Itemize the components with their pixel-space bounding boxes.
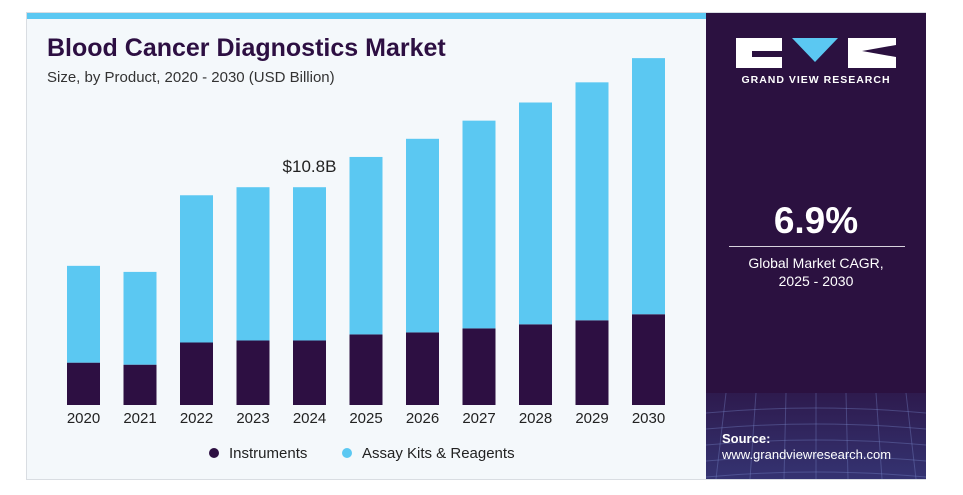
x-tick-label: 2025	[349, 410, 382, 427]
source-url[interactable]: www.grandviewresearch.com	[722, 447, 892, 462]
bar-chart: 2020 2021 2022 2023 2024 2025 2026 2027 2028 2029…	[67, 58, 665, 462]
bar-instruments-2025	[349, 334, 383, 405]
bar-instruments-2024	[293, 340, 326, 405]
cagr-period: 2025 - 2030	[778, 273, 854, 289]
bar-assay-kits-2029	[575, 82, 609, 321]
bar-assay-kits-2025	[349, 156, 383, 335]
grand-view-research-logo	[736, 38, 896, 68]
legend-swatch-assay-kits	[342, 448, 352, 458]
accent-stripe	[27, 13, 706, 19]
bar-assay-kits-2030	[632, 58, 665, 315]
bar-instruments-2021	[123, 364, 157, 405]
bar-instruments-2030	[632, 314, 665, 405]
x-tick-label: 2026	[406, 410, 439, 427]
x-tick-label: 2023	[236, 410, 269, 427]
cagr-value: 6.9%	[773, 200, 859, 241]
bar-instruments-2026	[406, 332, 439, 405]
bar-instruments-2029	[575, 320, 609, 405]
bar-assay-kits-2022	[180, 195, 213, 343]
bar-instruments-2023	[236, 340, 270, 405]
bar-instruments-2020	[67, 362, 100, 405]
bar-instruments-2028	[519, 324, 552, 405]
chart-subtitle: Size, by Product, 2020 - 2030 (USD Billi…	[47, 69, 335, 86]
bar-assay-kits-2027	[462, 120, 496, 329]
bar-assay-kits-2026	[406, 138, 439, 333]
x-tick-label: 2027	[462, 410, 495, 427]
data-label-2024: $10.8B	[283, 157, 337, 176]
bar-assay-kits-2024	[293, 187, 326, 341]
bar-assay-kits-2021	[123, 271, 157, 365]
x-tick-label: 2028	[519, 410, 552, 427]
x-tick-label: 2021	[123, 410, 156, 427]
bar-instruments-2027	[462, 328, 496, 405]
bar-assay-kits-2023	[236, 187, 270, 341]
cagr-label: Global Market CAGR,	[748, 255, 884, 271]
decorative-grid-pattern	[706, 393, 926, 479]
x-tick-label: 2020	[67, 410, 100, 427]
info-panel: GRAND VIEW RESEARCH 6.9% Global Market C…	[706, 13, 926, 479]
source-label: Source:	[722, 431, 771, 446]
bar-assay-kits-2028	[519, 102, 552, 325]
chart-title: Blood Cancer Diagnostics Market	[47, 34, 446, 62]
legend-label-assay-kits: Assay Kits & Reagents	[362, 445, 515, 462]
legend-label-instruments: Instruments	[229, 445, 307, 462]
bar-instruments-2022	[180, 342, 213, 405]
bar-assay-kits-2020	[67, 265, 100, 363]
legend-swatch-instruments	[209, 448, 219, 458]
x-tick-label: 2022	[180, 410, 213, 427]
x-tick-label: 2024	[293, 410, 326, 427]
x-tick-label: 2029	[575, 410, 608, 427]
cagr-divider	[729, 246, 905, 247]
x-tick-label: 2030	[632, 410, 665, 427]
brand-name: GRAND VIEW RESEARCH	[741, 74, 891, 86]
